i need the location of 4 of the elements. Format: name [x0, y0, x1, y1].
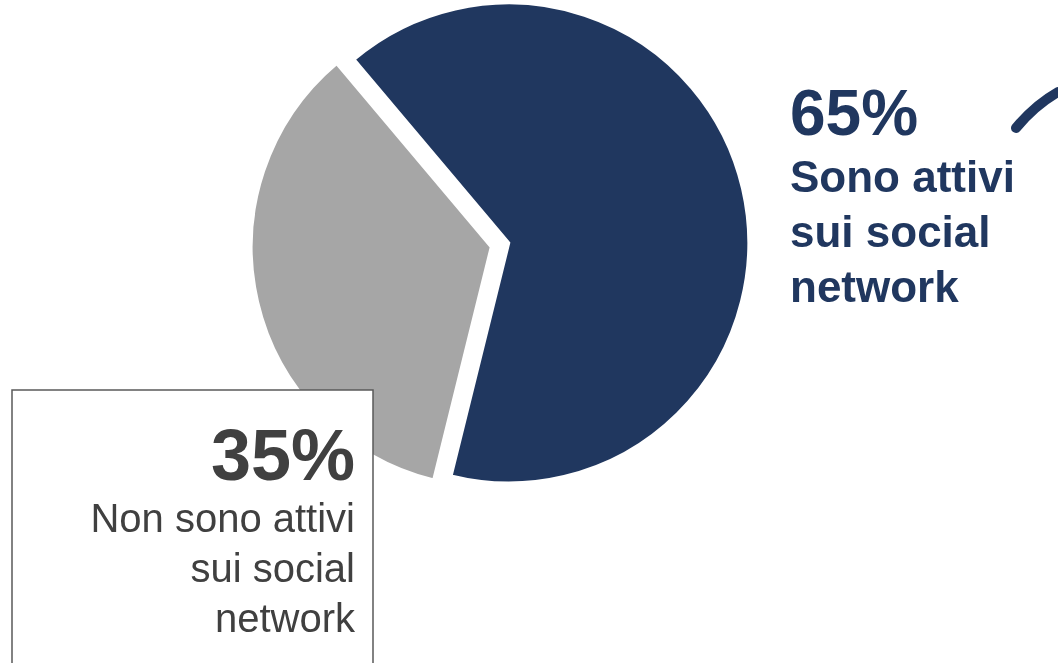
data-label: 35%: [210, 415, 355, 495]
slice-label: Non sono attivi sui social network: [90, 496, 356, 640]
data-label: 65%: [790, 77, 919, 149]
legend-label: Sono attivi sui social network: [790, 152, 1015, 312]
